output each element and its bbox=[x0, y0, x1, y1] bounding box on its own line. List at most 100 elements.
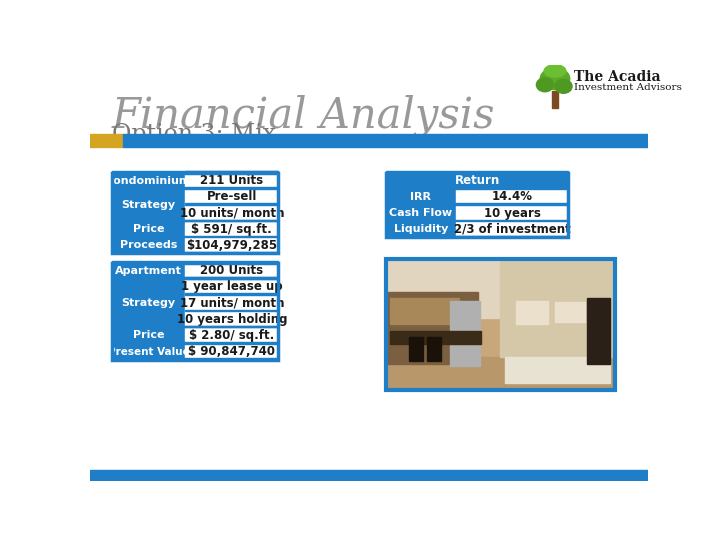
Bar bbox=[390, 331, 482, 344]
Bar bbox=[386, 292, 477, 363]
Text: Price: Price bbox=[132, 330, 164, 340]
Bar bbox=[185, 173, 279, 189]
Bar bbox=[386, 173, 568, 189]
Text: Apartment: Apartment bbox=[115, 266, 182, 276]
Bar bbox=[90, 134, 122, 147]
Text: 10 units/ month: 10 units/ month bbox=[179, 206, 284, 220]
Bar bbox=[112, 173, 279, 253]
Bar bbox=[386, 236, 568, 237]
Bar bbox=[505, 357, 610, 383]
Bar bbox=[386, 259, 615, 390]
Text: Option 3: Mix: Option 3: Mix bbox=[112, 123, 276, 146]
Bar bbox=[185, 221, 279, 237]
Bar bbox=[552, 91, 558, 108]
Text: 10 years holding: 10 years holding bbox=[176, 313, 287, 326]
Bar bbox=[112, 252, 279, 253]
Text: 14.4%: 14.4% bbox=[492, 191, 533, 204]
Bar bbox=[112, 358, 279, 360]
Bar bbox=[500, 259, 615, 357]
Bar bbox=[456, 221, 568, 237]
Bar bbox=[112, 262, 279, 360]
Text: 10 years: 10 years bbox=[484, 206, 541, 220]
Text: Proceeds: Proceeds bbox=[120, 240, 177, 251]
Bar bbox=[185, 204, 279, 205]
Text: Cash Flow: Cash Flow bbox=[390, 208, 452, 218]
Text: Liquidity: Liquidity bbox=[394, 224, 448, 234]
Bar bbox=[386, 204, 568, 205]
Text: Strategy: Strategy bbox=[122, 298, 176, 308]
Bar bbox=[90, 470, 648, 481]
Text: The Acadia: The Acadia bbox=[575, 70, 661, 84]
Bar bbox=[555, 302, 585, 322]
Text: 211 Units: 211 Units bbox=[200, 174, 264, 187]
Bar bbox=[112, 221, 185, 237]
Bar bbox=[386, 205, 456, 221]
Bar bbox=[185, 294, 279, 295]
Bar bbox=[112, 237, 185, 253]
Bar bbox=[112, 236, 279, 237]
Bar bbox=[386, 187, 568, 189]
Bar bbox=[185, 278, 279, 279]
Ellipse shape bbox=[544, 65, 566, 77]
Bar bbox=[112, 261, 279, 262]
Bar bbox=[386, 171, 568, 173]
Bar bbox=[112, 262, 185, 279]
Bar bbox=[386, 357, 615, 390]
Bar bbox=[112, 220, 279, 221]
Text: Condominium: Condominium bbox=[106, 176, 192, 186]
Text: Return: Return bbox=[454, 174, 500, 187]
Bar bbox=[185, 309, 279, 311]
Text: 200 Units: 200 Units bbox=[200, 264, 264, 277]
Bar bbox=[185, 279, 279, 295]
Bar bbox=[386, 220, 568, 221]
Bar bbox=[427, 338, 441, 361]
Ellipse shape bbox=[540, 68, 570, 90]
Bar bbox=[112, 343, 185, 360]
Bar bbox=[112, 342, 279, 343]
Bar bbox=[185, 295, 279, 311]
Ellipse shape bbox=[536, 78, 554, 92]
Bar bbox=[185, 171, 279, 173]
Bar bbox=[456, 189, 568, 205]
Bar bbox=[185, 327, 279, 343]
Text: 1 year lease up: 1 year lease up bbox=[181, 280, 283, 293]
Bar bbox=[386, 221, 456, 237]
Text: $ 90,847,740: $ 90,847,740 bbox=[189, 345, 275, 358]
Text: Present Value: Present Value bbox=[107, 347, 189, 356]
Bar bbox=[386, 259, 615, 318]
Bar bbox=[112, 189, 185, 221]
Bar bbox=[185, 237, 279, 253]
Bar bbox=[112, 278, 279, 279]
Text: $104,979,285: $104,979,285 bbox=[186, 239, 277, 252]
Bar bbox=[185, 262, 279, 279]
Text: 17 units/ month: 17 units/ month bbox=[179, 296, 284, 309]
Bar bbox=[112, 173, 185, 189]
Bar bbox=[185, 205, 279, 221]
Bar bbox=[185, 189, 279, 205]
Text: Investment Advisors: Investment Advisors bbox=[575, 83, 683, 92]
Bar bbox=[112, 171, 279, 173]
Bar bbox=[386, 173, 568, 237]
Text: IRR: IRR bbox=[410, 192, 431, 202]
Bar bbox=[112, 187, 279, 189]
Bar bbox=[409, 338, 423, 361]
Text: Strategy: Strategy bbox=[122, 200, 176, 210]
Bar bbox=[185, 311, 279, 327]
Bar bbox=[112, 279, 185, 327]
Text: Pre-sell: Pre-sell bbox=[207, 191, 257, 204]
Text: Price: Price bbox=[132, 224, 164, 234]
Bar bbox=[456, 205, 568, 221]
Bar bbox=[450, 301, 480, 366]
Bar bbox=[112, 326, 279, 327]
Bar bbox=[588, 298, 610, 363]
Ellipse shape bbox=[555, 79, 572, 93]
Bar bbox=[112, 326, 279, 327]
Text: $ 2.80/ sq.ft.: $ 2.80/ sq.ft. bbox=[189, 329, 274, 342]
Bar bbox=[112, 220, 279, 221]
Bar bbox=[516, 301, 549, 325]
Bar bbox=[386, 259, 615, 390]
Bar bbox=[112, 327, 185, 343]
Bar bbox=[122, 134, 648, 147]
Text: Financial Analysis: Financial Analysis bbox=[112, 94, 495, 137]
Text: 2/3 of investment: 2/3 of investment bbox=[454, 222, 570, 235]
